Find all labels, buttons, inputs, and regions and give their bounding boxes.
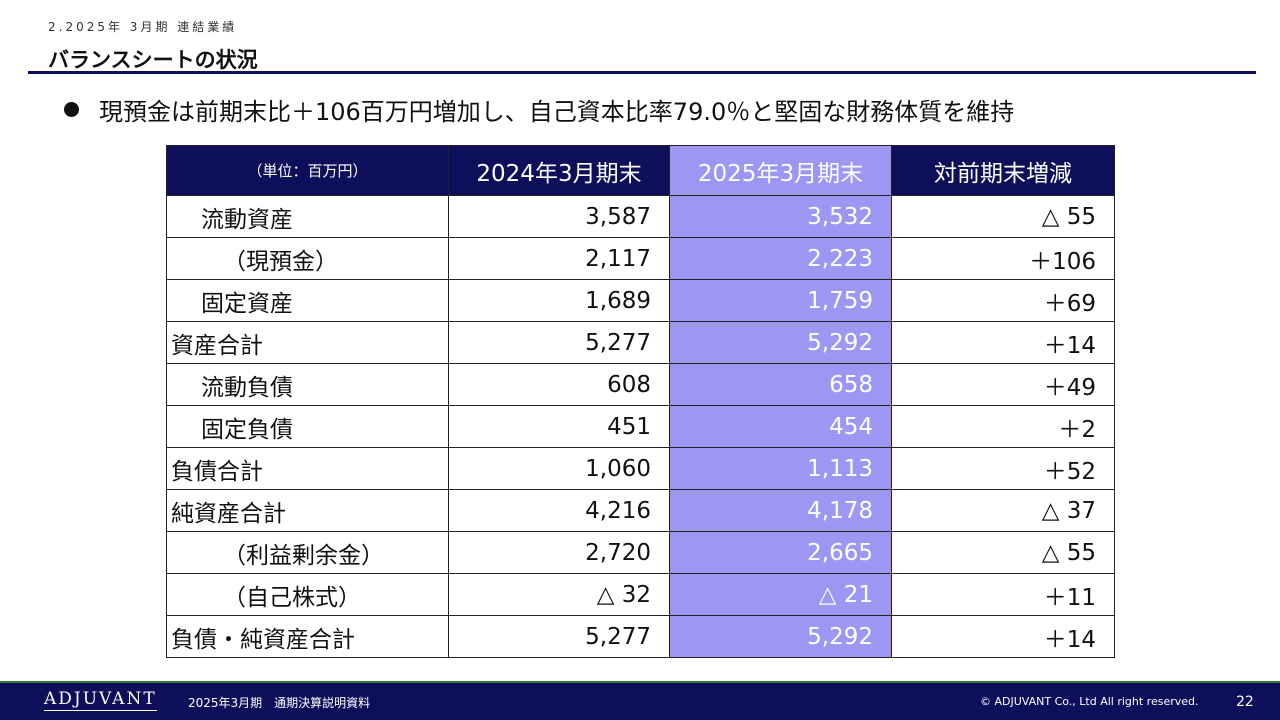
row-label: 固定資産 xyxy=(166,279,449,322)
table-row: 純資産合計 4,216 4,178 △ 37 xyxy=(166,489,1115,532)
value-change: ＋11 xyxy=(891,573,1115,616)
value-fy2024: 2,720 xyxy=(448,531,670,574)
value-change: △ 37 xyxy=(891,489,1115,532)
table-row: 固定資産 1,689 1,759 ＋69 xyxy=(166,279,1115,322)
value-fy2024: △ 32 xyxy=(448,573,670,616)
value-change: △ 55 xyxy=(891,195,1115,238)
row-label: 固定負債 xyxy=(166,405,449,448)
value-change: △ 55 xyxy=(891,531,1115,574)
row-label: 純資産合計 xyxy=(166,489,449,532)
value-fy2025: 2,223 xyxy=(669,237,892,280)
row-label: 負債・純資産合計 xyxy=(166,615,449,658)
value-fy2024: 5,277 xyxy=(448,615,670,658)
table-row: 流動資産 3,587 3,532 △ 55 xyxy=(166,195,1115,238)
copyright-text: © ADJUVANT Co., Ltd All right reserved. xyxy=(980,695,1199,708)
value-fy2025: 3,532 xyxy=(669,195,892,238)
value-fy2024: 2,117 xyxy=(448,237,670,280)
value-change: ＋2 xyxy=(891,405,1115,448)
header-fy2024: 2024年3月期末 xyxy=(448,145,670,196)
table-row: 固定負債 451 454 ＋2 xyxy=(166,405,1115,448)
table-row: 負債・純資産合計 5,277 5,292 ＋14 xyxy=(166,615,1115,658)
value-change: ＋14 xyxy=(891,615,1115,658)
value-change: ＋49 xyxy=(891,363,1115,406)
value-fy2025: 1,113 xyxy=(669,447,892,490)
value-fy2025: 454 xyxy=(669,405,892,448)
row-label: 資産合計 xyxy=(166,321,449,364)
summary-text: 現預金は前期末比＋106百万円増加し、自己資本比率79.0％と堅固な財務体質を維… xyxy=(99,98,1015,126)
row-label: 負債合計 xyxy=(166,447,449,490)
table-row: （利益剰余金） 2,720 2,665 △ 55 xyxy=(166,531,1115,574)
value-change: ＋69 xyxy=(891,279,1115,322)
value-fy2024: 3,587 xyxy=(448,195,670,238)
header-change: 対前期末増減 xyxy=(891,145,1115,196)
table-row: 負債合計 1,060 1,113 ＋52 xyxy=(166,447,1115,490)
value-fy2025: 5,292 xyxy=(669,615,892,658)
title-divider xyxy=(28,71,1256,74)
company-logo: ADJUVANT xyxy=(44,689,157,711)
footer-bar: ADJUVANT 2025年3月期 通期決算説明資料 © ADJUVANT Co… xyxy=(0,681,1280,720)
table-row: 流動負債 608 658 ＋49 xyxy=(166,363,1115,406)
balance-sheet-table: （単位：百万円） 2024年3月期末 2025年3月期末 対前期末増減 流動資産… xyxy=(166,145,1115,658)
section-label: 2.2025年 3月期 連結業績 xyxy=(48,20,238,34)
page-number: 22 xyxy=(1236,694,1254,710)
table-header-row: （単位：百万円） 2024年3月期末 2025年3月期末 対前期末増減 xyxy=(166,145,1115,196)
row-label: （利益剰余金） xyxy=(166,531,449,574)
value-fy2025: 4,178 xyxy=(669,489,892,532)
table-row: （自己株式） △ 32 △ 21 ＋11 xyxy=(166,573,1115,616)
row-label: 流動資産 xyxy=(166,195,449,238)
row-label: （現預金） xyxy=(166,237,449,280)
value-fy2024: 1,060 xyxy=(448,447,670,490)
value-fy2025: 658 xyxy=(669,363,892,406)
value-fy2025: 1,759 xyxy=(669,279,892,322)
table-row: （現預金） 2,117 2,223 ＋106 xyxy=(166,237,1115,280)
summary-bullet: 現預金は前期末比＋106百万円増加し、自己資本比率79.0％と堅固な財務体質を維… xyxy=(64,92,1014,127)
value-change: ＋52 xyxy=(891,447,1115,490)
table-row: 資産合計 5,277 5,292 ＋14 xyxy=(166,321,1115,364)
header-unit: （単位：百万円） xyxy=(166,145,449,196)
page-title: バランスシートの状況 xyxy=(48,48,258,72)
value-fy2024: 1,689 xyxy=(448,279,670,322)
value-fy2024: 608 xyxy=(448,363,670,406)
value-fy2024: 4,216 xyxy=(448,489,670,532)
value-change: ＋14 xyxy=(891,321,1115,364)
header-fy2025: 2025年3月期末 xyxy=(669,145,892,196)
value-fy2025: △ 21 xyxy=(669,573,892,616)
bullet-icon xyxy=(64,102,79,117)
value-fy2024: 5,277 xyxy=(448,321,670,364)
document-title: 2025年3月期 通期決算説明資料 xyxy=(188,696,371,710)
row-label: （自己株式） xyxy=(166,573,449,616)
value-change: ＋106 xyxy=(891,237,1115,280)
value-fy2025: 5,292 xyxy=(669,321,892,364)
value-fy2025: 2,665 xyxy=(669,531,892,574)
value-fy2024: 451 xyxy=(448,405,670,448)
row-label: 流動負債 xyxy=(166,363,449,406)
